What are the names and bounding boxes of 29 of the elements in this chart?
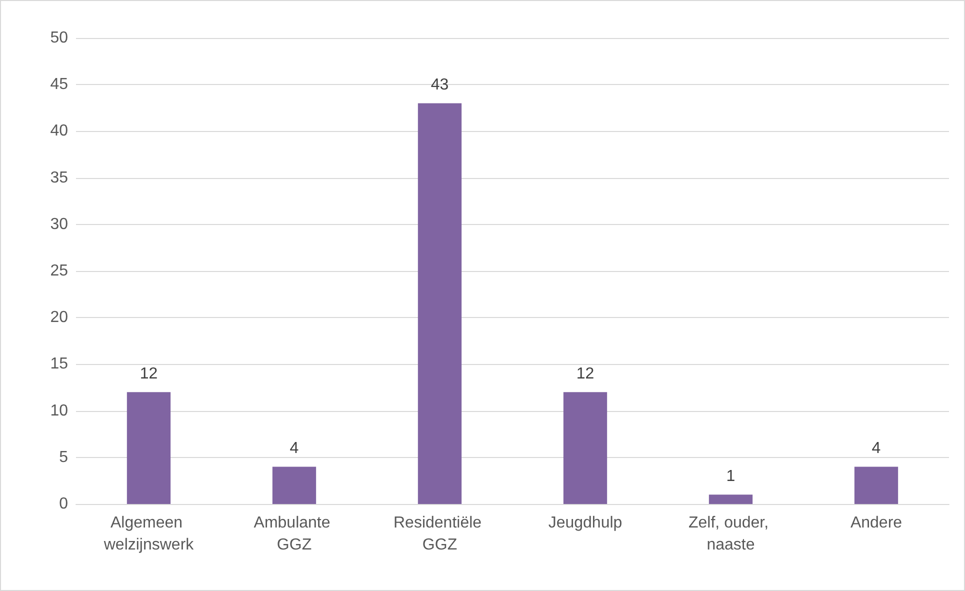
y-tick-label: 30 [50, 216, 68, 233]
y-tick-label: 50 [50, 30, 68, 46]
data-label: 4 [290, 440, 299, 458]
data-label: 4 [872, 440, 881, 458]
bar [272, 466, 316, 504]
x-tick-label: Andere [850, 514, 902, 532]
data-label: 43 [430, 76, 449, 94]
bar [708, 494, 753, 504]
y-tick-label: 45 [50, 76, 68, 94]
x-tick-label: Residentiële GGZ [394, 514, 486, 554]
bar [854, 466, 898, 504]
x-tick-label: Zelf, ouder, naaste [688, 514, 773, 554]
data-label: 12 [140, 366, 158, 383]
bar [418, 103, 462, 504]
y-tick-label: 25 [50, 262, 68, 280]
y-tick-label: 5 [59, 448, 68, 466]
y-tick-label: 20 [50, 309, 68, 326]
x-tick-label: Jeugdhulp [548, 514, 622, 532]
y-tick-label: 40 [50, 122, 68, 140]
y-tick-label: 35 [50, 169, 68, 186]
bar [563, 392, 608, 504]
data-label: 12 [576, 366, 594, 383]
data-label: 1 [726, 468, 736, 486]
y-tick-label: 0 [59, 496, 68, 512]
x-tick-label: Ambulante GGZ [254, 514, 335, 554]
x-tick-label: Algemeen welzijnswerk [102, 514, 195, 554]
bar [126, 392, 171, 504]
y-tick-label: 10 [50, 402, 68, 420]
y-tick-label: 15 [50, 356, 68, 373]
